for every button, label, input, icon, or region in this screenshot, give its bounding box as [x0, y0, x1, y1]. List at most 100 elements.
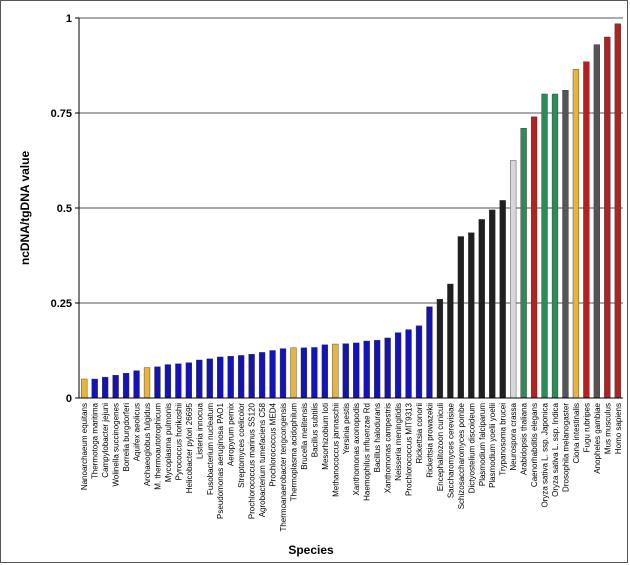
x-tick-label: Ciona intestinalis: [572, 403, 581, 463]
y-tick-label: 1: [66, 13, 72, 25]
x-tick-label: Mus musculus: [603, 403, 612, 454]
bar: [364, 341, 370, 398]
x-tick-label: Bacillus halodurans: [373, 403, 382, 472]
x-tick-label: Pseudomonas aeruginosa PAO1: [216, 402, 225, 518]
x-tick-label: Thermoanaerobacter tengcongensis: [279, 403, 288, 532]
x-tick-label: Agrobacterium tumefaciens C58: [258, 402, 267, 517]
x-tick-label: Borrelia burgdorferi: [122, 403, 131, 472]
bar: [573, 69, 579, 398]
bar: [510, 161, 516, 399]
bar: [552, 94, 558, 398]
x-tick-label: Nanoarchaeum equitans: [80, 403, 89, 490]
x-tick-label: Rickettsia prowazekii: [425, 403, 434, 478]
x-tick-label: Aquifex aeolicus: [133, 403, 142, 461]
x-tick-label: Fugu rubripes: [582, 403, 591, 452]
x-tick-label: Plasmodium yoelii yoelii: [488, 403, 497, 488]
bar: [468, 233, 474, 398]
x-tick-label: Homo sapiens: [614, 403, 623, 454]
x-tick-label: Encephalitozoon cuniculi: [436, 403, 445, 491]
bar: [92, 379, 98, 398]
bar: [406, 330, 412, 398]
y-axis-title: ncDNA/tgDNA value: [18, 151, 32, 266]
x-tick-label: Thermoplasma acidophilum: [289, 403, 298, 502]
bar: [563, 90, 569, 398]
x-tick-label: Bacillus subtilis: [310, 403, 319, 457]
x-tick-label: Drosophila melanogaster: [561, 403, 570, 492]
bar: [531, 117, 537, 398]
y-tick-label: 0.5: [57, 203, 72, 215]
bar: [343, 344, 349, 398]
x-tick-label: Aeropyrum pernix: [227, 403, 236, 466]
bar: [186, 363, 192, 398]
x-tick-label: Neisseria meningitidis: [394, 403, 403, 481]
bar: [207, 359, 213, 398]
x-tick-label: Arabidopsis thaliana: [520, 402, 529, 475]
bars: [81, 24, 620, 398]
x-tick-label: Campylobacter jejuni: [101, 403, 110, 478]
x-tick-label: Xanthomonas axonopodis: [352, 403, 361, 496]
gridlines: [79, 18, 623, 303]
x-tick-label: Thermotoga maritima: [91, 402, 100, 479]
bar: [542, 94, 548, 398]
bar: [583, 62, 589, 398]
bar: [353, 343, 359, 398]
bar: [81, 379, 87, 398]
bar: [385, 338, 391, 398]
bar: [228, 356, 234, 398]
bar: [144, 368, 150, 398]
x-tick-label: Oryza sativa L. ssp. Japonica: [541, 402, 550, 507]
x-tick-label: Haemophilus influenzae Rd: [363, 403, 372, 501]
x-tick-label: Mycoplasma pulmonis: [164, 403, 173, 482]
y-tick-label: 0.25: [51, 298, 72, 310]
x-tick-label: Anopheles gambiae: [593, 402, 602, 473]
x-tick-label: Brucella melitensis: [300, 403, 309, 470]
x-tick-label: Prochlorococcus MED4: [269, 402, 278, 486]
x-tick-label: Mesorhizobium loti: [321, 403, 330, 470]
x-tick-label: Oryza sativa L. ssp. Indica: [551, 402, 560, 496]
x-tick-label: Streptomyces coelicolor: [237, 403, 246, 488]
x-tick-label: Rickettsia conorii: [415, 403, 424, 464]
x-tick-label: Dictyostelium discoideum: [467, 403, 476, 494]
bar: [479, 219, 485, 398]
x-axis-title: Species: [288, 543, 334, 557]
x-tick-label: Prochlorococcus MIT9313: [405, 402, 414, 495]
bar: [521, 128, 527, 398]
bar: [447, 284, 453, 398]
bar: [196, 360, 202, 398]
bar: [217, 357, 223, 398]
x-tick-label: Fusobacterium nucleatum: [206, 403, 215, 495]
bar: [489, 210, 495, 398]
x-tick-label: Trypanosoma brucei: [499, 403, 508, 476]
bar: [249, 354, 255, 398]
x-tick-label: Neurospora crassa: [509, 402, 518, 470]
x-tick-label: Listeria innocua: [195, 402, 204, 459]
bar: [427, 307, 433, 398]
x-tick-label: Saccharomyces cerevisiae: [446, 402, 455, 498]
bar: [280, 349, 286, 398]
x-tick-label: Plasmodium falciparum: [478, 403, 487, 486]
bar: [374, 340, 380, 398]
bar: [301, 348, 307, 398]
bar: [311, 347, 317, 398]
x-tick-label: Pyrococcus horikoshii: [174, 403, 183, 481]
bar: [113, 375, 119, 398]
x-tick-label: Caenorhabditis elegans: [530, 403, 539, 487]
x-tick-labels: Nanoarchaeum equitans Thermotoga maritima…: [80, 402, 623, 531]
x-tick-label: Wolinella succinogenes: [112, 403, 121, 486]
bar: [259, 352, 265, 398]
bar: [270, 351, 276, 399]
bar: [594, 45, 600, 398]
bar: [134, 371, 140, 398]
bar: [395, 333, 401, 398]
bar: [238, 355, 244, 398]
y-tick-label: 0: [66, 393, 72, 405]
x-tick-label: Prochlorococcus marinus SS120: [248, 402, 257, 519]
bar: [102, 377, 108, 398]
x-tick-label: Methanococcus jannaschii: [331, 403, 340, 497]
x-tick-label: Yersinia pestis: [342, 403, 351, 454]
bar: [615, 24, 621, 398]
bar: [437, 299, 443, 398]
bar: [416, 326, 422, 398]
